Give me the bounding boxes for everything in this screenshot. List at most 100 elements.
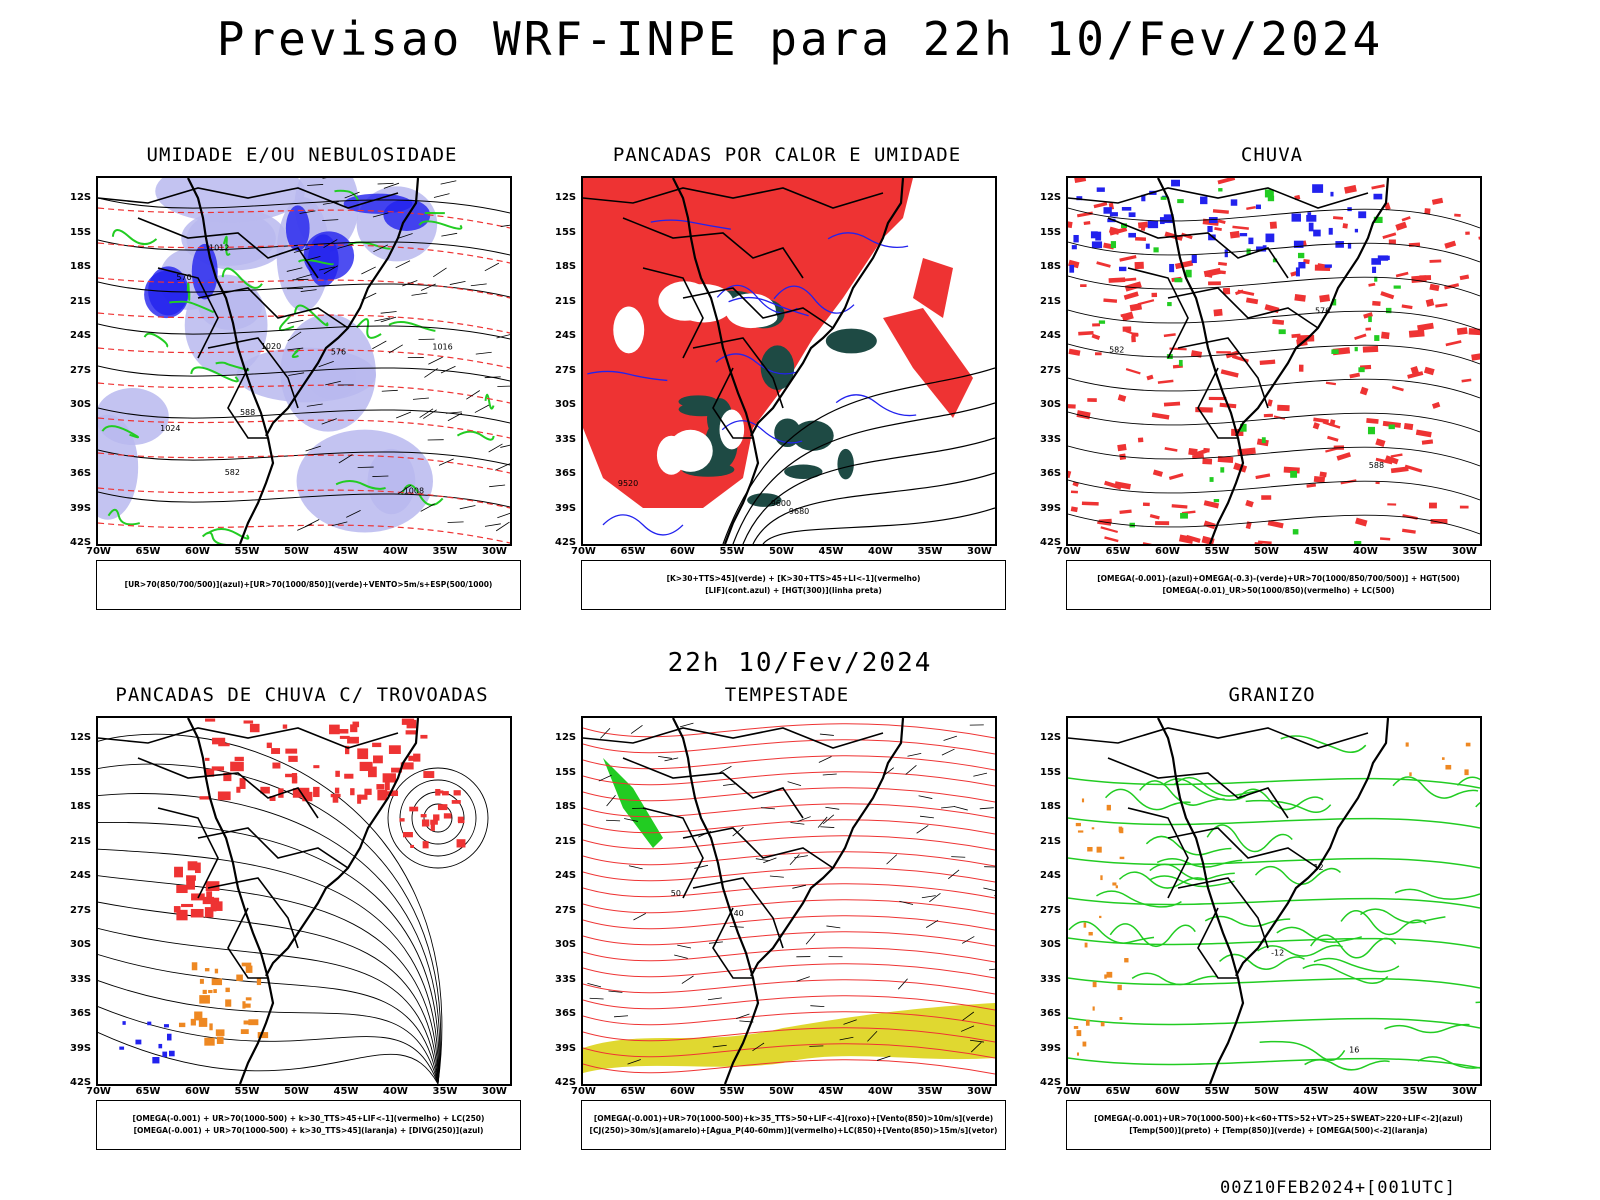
forecast-map: 9680 9600 9520 [581,176,997,546]
panel-legend: [OMEGA(-0.001) + UR>70(1000-500) + k>30_… [96,1100,521,1150]
longitude-tick: 55W [719,1086,745,1097]
latitude-tick: 27S [555,364,577,376]
latitude-tick: 12S [555,732,577,743]
legend-line: [OMEGA(-0.01)_UR>50(1000/850)(vermelho) … [1162,586,1395,595]
panel-title: PANCADAS DE CHUVA C/ TROVOADAS [115,684,489,706]
longitude-tick: 35W [432,1086,458,1097]
latitude-tick: 39S [555,502,577,514]
legend-line: [OMEGA(-0.001) + UR>70(1000-500) + k>30_… [133,1126,484,1135]
latitude-tick: 24S [1040,330,1062,341]
latitude-tick: 21S [555,295,577,307]
latitude-tick: 15S [70,226,92,238]
longitude-tick: 55W [234,546,260,557]
contour-label: 1020 [261,342,281,351]
longitude-tick: 50W [1254,1086,1279,1097]
longitude-tick: 30W [482,1086,507,1097]
legend-line: [OMEGA(-0.001)-(azul)+OMEGA(-0.3)-(verde… [1097,574,1460,583]
forecast-map: 40 50 [581,716,997,1086]
longitude-tick: 40W [1353,1086,1378,1097]
legend-line: [Temp(500)](preto) + [Temp(850)](verde) … [1129,1126,1428,1135]
main-title: Previsao WRF-INPE para 22h 10/Fev/2024 [216,12,1384,66]
contour-label: 16 [1349,1045,1359,1054]
forecast-map: 12 16 -12 [1066,716,1482,1086]
latitude-tick: 24S [555,330,577,341]
latitude-tick: 21S [555,835,577,847]
longitude-tick: 65W [135,546,161,557]
longitude-tick: 55W [1204,546,1230,557]
longitude-tick: 40W [383,1086,408,1097]
longitude-tick: 60W [1155,1086,1180,1097]
panel-legend: [OMEGA(-0.001)+UR>70(1000-500)+k>35_TTS>… [581,1100,1006,1150]
latitude-tick: 21S [70,295,92,307]
latitude-tick: 27S [1040,364,1062,376]
contour-label: 582 [225,468,240,477]
latitude-tick: 27S [70,364,92,376]
longitude-tick: 45W [333,546,359,557]
longitude-tick: 35W [917,546,943,557]
latitude-tick: 42S [555,537,577,548]
latitude-tick: 18S [555,261,577,272]
contour-label: 1016 [432,342,452,351]
latitude-tick: 33S [1040,433,1062,445]
latitude-tick: 27S [555,904,577,916]
latitude-tick: 12S [1040,732,1062,743]
latitude-tick: 15S [555,766,577,778]
longitude-tick: 70W [1056,546,1081,557]
legend-line: [OMEGA(-0.001)+UR>70(1000-500)+k<60+TTS>… [1094,1114,1463,1123]
latitude-tick: 39S [1040,502,1062,514]
latitude-tick: 33S [555,433,577,445]
contour-label: 9600 [771,499,791,508]
latitude-tick: 30S [1040,939,1062,950]
longitude-tick: 60W [1155,546,1180,557]
longitude-tick: 45W [333,1086,359,1097]
latitude-tick: 42S [1040,1077,1062,1088]
latitude-tick: 42S [70,1077,92,1088]
contour-label: 588 [240,408,255,417]
latitude-tick: 21S [70,835,92,847]
contour-label: 50 [671,889,681,898]
longitude-tick: 70W [86,546,111,557]
longitude-tick: 30W [482,546,507,557]
latitude-tick: 39S [70,1042,92,1054]
latitude-tick: 27S [70,904,92,916]
contour-label: 582 [1109,346,1124,355]
run-id-footer: 00Z10FEB2024+[001UTC] [1220,1178,1456,1198]
legend-line: [UR>70(850/700/500)](azul)+[UR>70(1000/8… [124,580,493,589]
contour-label: 1012 [209,243,229,252]
panel-legend: [OMEGA(-0.001)+UR>70(1000-500)+k<60+TTS>… [1066,1100,1491,1150]
panel-title: UMIDADE E/OU NEBULOSIDADE [146,144,458,166]
contour-label: 9520 [618,479,638,488]
latitude-tick: 36S [70,1008,92,1019]
latitude-tick: 33S [555,973,577,985]
latitude-tick: 21S [1040,835,1062,847]
legend-line: [OMEGA(-0.001)+UR>70(1000-500)+k>35_TTS>… [593,1114,994,1123]
longitude-tick: 35W [1402,1086,1428,1097]
latitude-tick: 18S [70,261,92,272]
longitude-tick: 40W [868,546,893,557]
longitude-tick: 65W [620,1086,646,1097]
latitude-tick: 30S [70,939,92,950]
longitude-tick: 65W [1105,546,1131,557]
longitude-tick: 70W [1056,1086,1081,1097]
latitude-tick: 36S [555,468,577,479]
latitude-tick: 39S [555,1042,577,1054]
panel-title: PANCADAS POR CALOR E UMIDADE [612,144,962,166]
latitude-tick: 36S [555,1008,577,1019]
contour-label: 40 [734,909,744,918]
panel-legend: [UR>70(850/700/500)](azul)+[UR>70(1000/8… [96,560,521,610]
longitude-tick: 55W [719,546,745,557]
panel-title: CHUVA [1240,144,1304,166]
contour-label: 1008 [404,486,424,495]
latitude-tick: 30S [555,939,577,950]
latitude-tick: 36S [70,468,92,479]
longitude-tick: 30W [1452,546,1477,557]
longitude-tick: 35W [1402,546,1428,557]
latitude-tick: 15S [555,226,577,238]
latitude-tick: 30S [70,399,92,410]
longitude-tick: 65W [1105,1086,1131,1097]
longitude-tick: 55W [234,1086,260,1097]
latitude-tick: 12S [70,732,92,743]
panel-legend: [OMEGA(-0.001)-(azul)+OMEGA(-0.3)-(verde… [1066,560,1491,610]
longitude-tick: 35W [917,1086,943,1097]
longitude-tick: 50W [284,1086,309,1097]
